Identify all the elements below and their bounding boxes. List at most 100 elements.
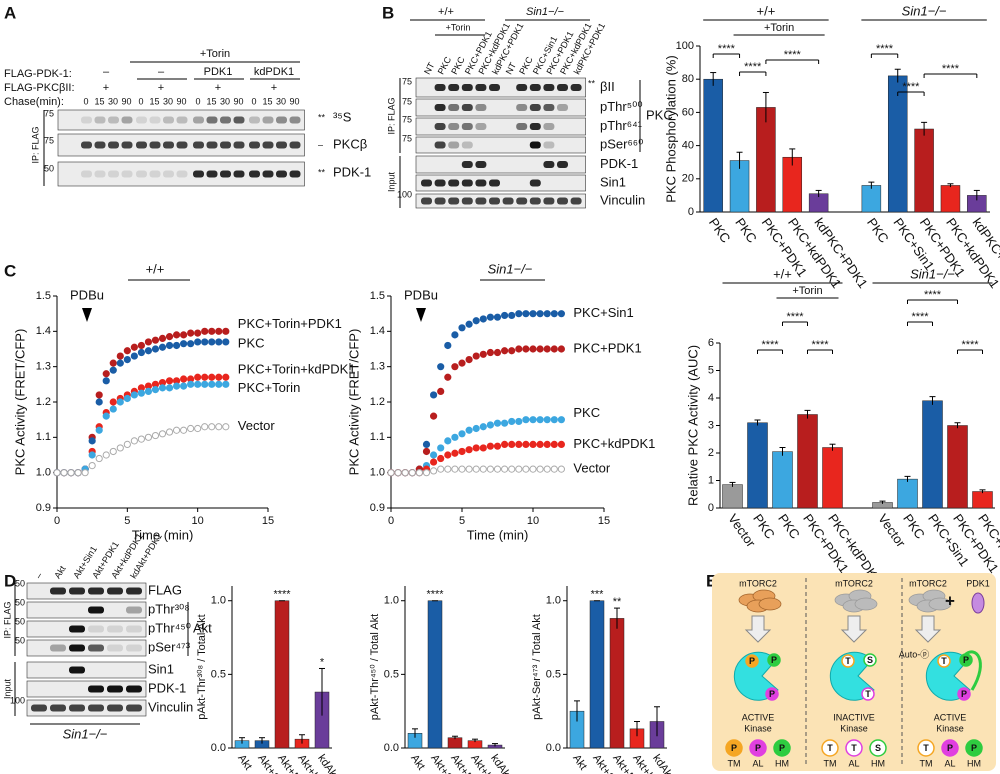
blot-a-band [206, 116, 218, 124]
data-point [444, 451, 452, 459]
data-point [123, 440, 131, 448]
data-point [529, 465, 537, 473]
blot-b-band [475, 161, 487, 168]
state-label: ACTIVE [934, 712, 967, 722]
blot-d-strip [26, 601, 147, 619]
blot-a-band [193, 116, 204, 124]
data-point [102, 412, 110, 420]
ip-label: IP: FLAG [2, 601, 12, 638]
legend-label: PKC+Sin1 [573, 305, 633, 320]
blot-b-band [543, 141, 555, 149]
y-axis-label: PKC Activity (FRET/CFP) [12, 329, 27, 476]
sig-label: **** [744, 61, 762, 73]
site [841, 654, 855, 668]
data-point [550, 310, 558, 318]
site-letter: P [971, 743, 977, 753]
blot-b-strip [415, 77, 586, 98]
mw-label: 50 [15, 578, 25, 588]
blot-b-band [461, 197, 473, 205]
auto-label: Auto-ⓟ [899, 649, 930, 659]
site-letter: T [845, 656, 851, 666]
blot-a-band [193, 170, 204, 178]
blot-d-band [31, 704, 47, 712]
x-tick-label: 0 [388, 515, 394, 527]
data-point [172, 382, 181, 390]
data-point [201, 373, 209, 381]
y-tick-label: 0.9 [36, 502, 51, 514]
bracket-label: Akt [193, 620, 212, 635]
sig-label: * [320, 656, 325, 668]
row-label: pThr³⁰⁸ [148, 601, 190, 616]
band-marker: ** [588, 78, 596, 88]
lane-label: Akt [52, 564, 68, 581]
blot-b-band [448, 197, 460, 205]
data-point [88, 462, 96, 470]
y-tick-label: 40 [682, 140, 694, 152]
blot-b-band [434, 123, 446, 130]
blot-b-band [461, 104, 473, 111]
blot-d-strip [26, 639, 147, 657]
subgroup-label: +Torin [764, 22, 794, 34]
state-label: INACTIVE [833, 712, 875, 722]
row-label: Sin1 [148, 661, 174, 676]
band-label: ³⁵S [333, 109, 352, 124]
blot-b-strip [415, 136, 586, 154]
data-point [550, 416, 558, 424]
blot-a-band [81, 170, 92, 178]
row-label: FLAG [148, 582, 182, 597]
mw-label: 75 [402, 76, 412, 86]
site [773, 739, 791, 757]
data-point [458, 359, 466, 367]
data-point [422, 447, 431, 456]
data-point [222, 373, 230, 381]
data-point [543, 440, 551, 448]
data-point [194, 380, 202, 388]
data-point [430, 391, 438, 399]
data-point [194, 424, 202, 433]
y-tick-label: 0.5 [384, 668, 399, 680]
data-point [95, 398, 103, 406]
blot-b-band [434, 104, 446, 111]
y-tick-label: 80 [682, 73, 694, 85]
y-tick-label: 5 [708, 364, 714, 376]
y-tick-label: 6 [708, 337, 714, 349]
data-point [508, 465, 516, 473]
group-mark: + [158, 82, 164, 94]
lane-label: NT [422, 60, 437, 76]
y-tick-label: 0.9 [370, 502, 385, 514]
data-point [501, 440, 509, 448]
chase-label: 0 [195, 96, 200, 106]
data-point [508, 440, 516, 448]
data-point [501, 465, 509, 473]
data-point [437, 363, 445, 371]
data-point [201, 338, 209, 346]
data-point [493, 465, 502, 473]
row-label: PDK-1 [148, 680, 186, 695]
x-tick-label: 10 [527, 515, 539, 527]
y-tick-label: 4 [708, 392, 714, 404]
bar [861, 185, 882, 213]
blot-a-band [94, 170, 106, 178]
data-point [215, 373, 223, 381]
blot-b-band [557, 104, 568, 111]
chase-label: 90 [233, 96, 243, 106]
bar [722, 484, 743, 509]
bar [427, 600, 443, 749]
data-point [465, 320, 473, 328]
data-point [215, 327, 223, 335]
blot-a-band [262, 170, 274, 178]
y-tick-label: 1.3 [36, 361, 51, 373]
blot-d-band [69, 644, 85, 652]
blot-d-band [50, 644, 66, 652]
blot-b-band [529, 141, 541, 149]
site-letter: T [923, 743, 929, 753]
blot-b-band [529, 197, 541, 205]
blot-d-band [126, 704, 142, 712]
data-point [522, 416, 530, 424]
data-point [444, 341, 452, 350]
data-point [74, 469, 82, 477]
blot-a-band [149, 141, 161, 149]
blot-b-band [448, 179, 460, 187]
y-tick-label: 0 [688, 206, 694, 218]
